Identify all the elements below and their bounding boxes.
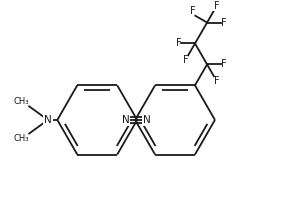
Text: F: F	[214, 76, 220, 86]
Text: F: F	[214, 1, 220, 11]
Text: N: N	[143, 115, 150, 125]
Text: N: N	[122, 115, 129, 125]
Text: CH₃: CH₃	[14, 134, 29, 142]
Text: CH₃: CH₃	[14, 97, 29, 106]
Text: F: F	[176, 38, 181, 49]
Text: F: F	[190, 6, 195, 16]
Text: F: F	[221, 60, 226, 69]
Text: F: F	[183, 55, 188, 65]
Text: F: F	[221, 18, 226, 28]
Text: N: N	[44, 115, 52, 125]
